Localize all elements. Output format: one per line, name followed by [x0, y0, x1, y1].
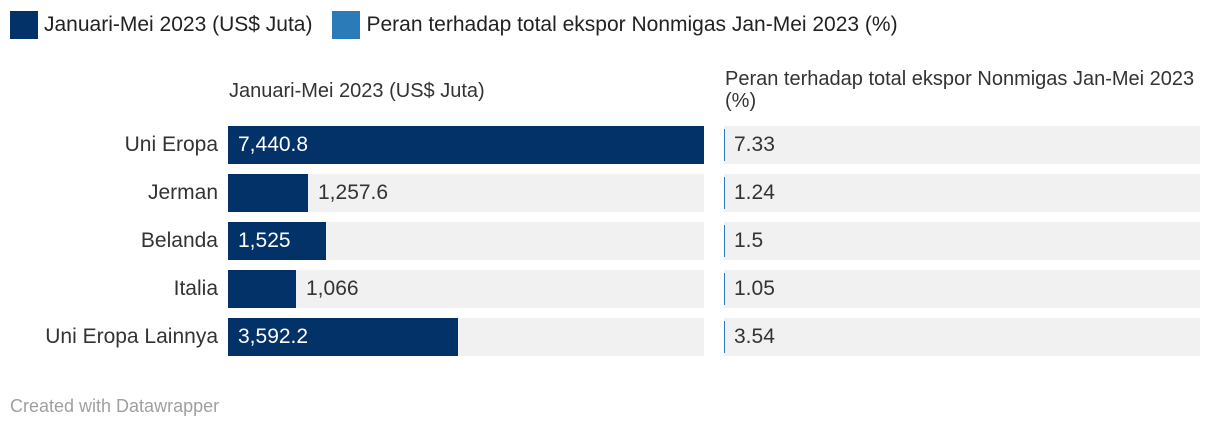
- bar-track-value-belanda: 1,525: [228, 222, 704, 260]
- row-label-jerman: Jerman: [147, 181, 218, 204]
- bar-track-share-jerman: 1.24: [724, 174, 1200, 212]
- legend-swatch-value: [10, 11, 38, 39]
- bar-label-value-belanda: 1,525: [238, 229, 291, 252]
- bar-value-belanda: [228, 222, 326, 260]
- legend: Januari-Mei 2023 (US$ Juta) Peran terhad…: [10, 9, 918, 41]
- bar-label-value-uni-eropa-lainnya: 3,592.2: [238, 325, 309, 348]
- row-label-belanda: Belanda: [140, 229, 218, 252]
- bar-value-italia: [228, 270, 296, 308]
- bar-label-share-jerman: 1.24: [734, 181, 775, 204]
- bar-value-uni-eropa: [228, 126, 704, 164]
- row-label-italia: Italia: [173, 277, 218, 300]
- bar-track-value-jerman: 1,257.6: [228, 174, 704, 212]
- legend-label-share: Peran terhadap total ekspor Nonmigas Jan…: [366, 13, 898, 36]
- bar-track-share-belanda: 1.5: [724, 222, 1200, 260]
- bar-label-value-italia: 1,066: [306, 277, 359, 300]
- bar-share-belanda: [724, 225, 725, 257]
- bar-share-uni-eropa-lainnya: [724, 321, 725, 353]
- legend-label-value: Januari-Mei 2023 (US$ Juta): [44, 13, 313, 36]
- bar-track-share-uni-eropa-lainnya: 3.54: [724, 318, 1200, 356]
- legend-item-share: Peran terhadap total ekspor Nonmigas Jan…: [332, 11, 898, 39]
- bar-value-uni-eropa-lainnya: [228, 318, 458, 356]
- bar-label-share-italia: 1.05: [734, 277, 775, 300]
- bar-track-value-italia: 1,066: [228, 270, 704, 308]
- bar-share-italia: [724, 273, 725, 305]
- bar-label-share-belanda: 1.5: [734, 229, 764, 252]
- legend-swatch-share: [332, 11, 361, 39]
- bar-label-value-jerman: 1,257.6: [318, 181, 389, 204]
- bar-share-jerman: [724, 177, 725, 209]
- legend-item-value: Januari-Mei 2023 (US$ Juta): [10, 11, 312, 39]
- bar-label-share-uni-eropa-lainnya: 3.54: [734, 325, 775, 348]
- bar-track-share-uni-eropa: 7.33: [724, 126, 1200, 164]
- footer-credit: Created with Datawrapper: [10, 396, 220, 416]
- row-label-uni-eropa: Uni Eropa: [124, 133, 218, 156]
- bar-track-value-uni-eropa: 7,440.8: [228, 126, 704, 164]
- bar-track-share-italia: 1.05: [724, 270, 1200, 308]
- row-label-uni-eropa-lainnya: Uni Eropa Lainnya: [45, 325, 218, 348]
- bar-value-jerman: [228, 174, 308, 212]
- bar-label-share-uni-eropa: 7.33: [734, 133, 775, 156]
- column-header-share: Peran terhadap total ekspor Nonmigas Jan…: [725, 68, 1195, 112]
- bar-track-value-uni-eropa-lainnya: 3,592.2: [228, 318, 704, 356]
- bar-label-value-uni-eropa: 7,440.8: [238, 133, 309, 156]
- bar-share-uni-eropa: [724, 129, 725, 161]
- column-header-value: Januari-Mei 2023 (US$ Juta): [229, 80, 485, 102]
